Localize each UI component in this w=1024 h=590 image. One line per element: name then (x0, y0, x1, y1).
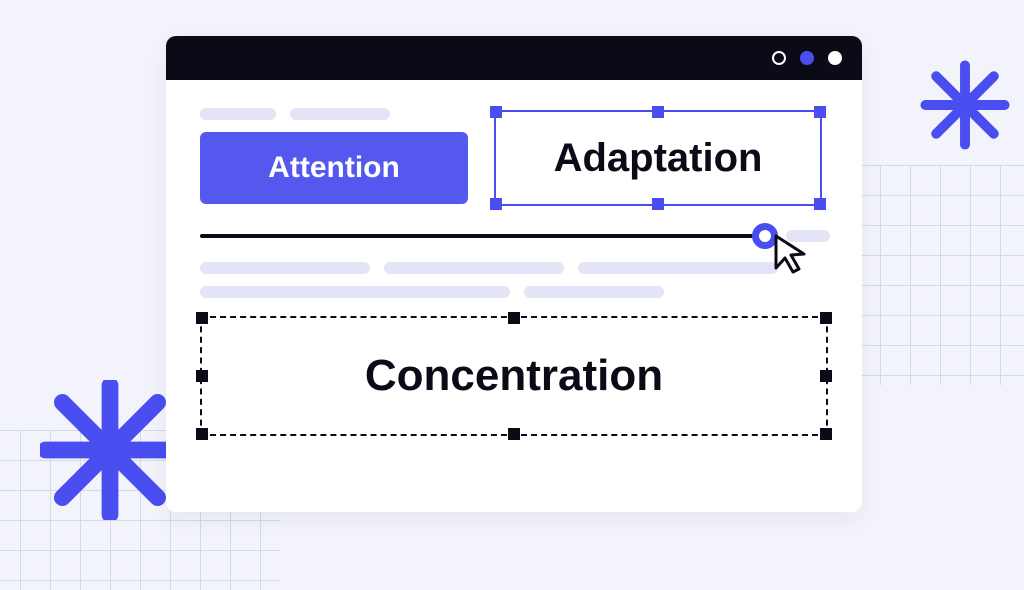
placeholder-line (290, 108, 390, 120)
asterisk-icon (40, 380, 180, 525)
attention-button[interactable]: Attention (200, 132, 468, 204)
placeholder-row (200, 286, 828, 298)
window-control-dot[interactable] (800, 51, 814, 65)
concentration-selection[interactable]: Concentration (200, 316, 828, 436)
design-window: Attention Adaptation (166, 36, 862, 512)
placeholder-line (384, 262, 564, 274)
window-titlebar (166, 36, 862, 80)
window-control-dot[interactable] (772, 51, 786, 65)
adaptation-selection[interactable]: Adaptation (494, 110, 822, 206)
placeholder-line (786, 230, 830, 242)
concentration-label: Concentration (365, 351, 663, 401)
placeholder-line (200, 262, 370, 274)
window-control-dot[interactable] (828, 51, 842, 65)
placeholder-row (200, 262, 828, 274)
window-body: Attention Adaptation (166, 80, 862, 470)
placeholder-line (200, 286, 510, 298)
adaptation-label: Adaptation (554, 136, 763, 181)
divider-line (200, 234, 774, 238)
attention-button-label: Attention (268, 151, 400, 185)
asterisk-icon (920, 60, 1010, 155)
placeholder-line (578, 262, 778, 274)
placeholder-line (524, 286, 664, 298)
placeholder-line (200, 108, 276, 120)
